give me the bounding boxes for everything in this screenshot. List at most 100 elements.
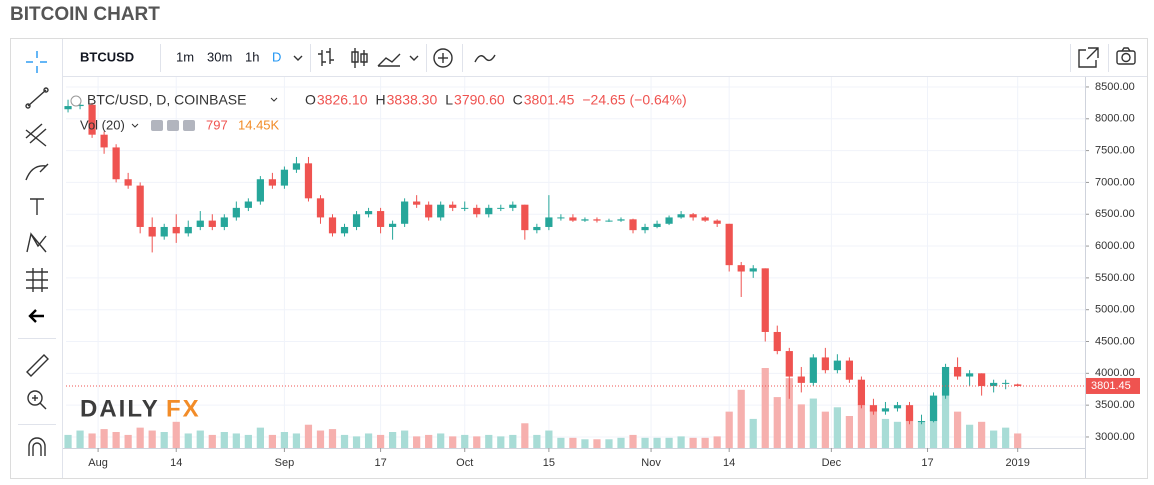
zoom-tool[interactable] bbox=[27, 390, 47, 410]
volume-bar bbox=[136, 427, 144, 448]
volume-remove[interactable] bbox=[183, 120, 195, 131]
volume-bar bbox=[905, 410, 914, 448]
measure-tool[interactable] bbox=[26, 354, 49, 377]
text-tool[interactable] bbox=[30, 198, 44, 215]
volume-bar bbox=[364, 433, 373, 448]
volume-bar bbox=[316, 430, 325, 448]
volume-settings[interactable] bbox=[167, 120, 179, 131]
candle-body bbox=[809, 357, 817, 383]
candle-body bbox=[605, 220, 613, 222]
compare-button[interactable] bbox=[433, 48, 453, 68]
magnet-tool[interactable] bbox=[28, 437, 46, 456]
volume-bar bbox=[1014, 433, 1022, 448]
candle-body bbox=[352, 214, 361, 227]
candle-body bbox=[1002, 382, 1010, 384]
quote-label: O bbox=[305, 92, 316, 108]
back-tool[interactable] bbox=[28, 309, 44, 323]
legend-menu[interactable] bbox=[270, 97, 278, 102]
quote-value: 3826.10 bbox=[317, 92, 368, 108]
candles-style[interactable] bbox=[351, 48, 368, 68]
volume-bar bbox=[785, 378, 793, 448]
brush-tool[interactable] bbox=[25, 163, 49, 181]
volume-bar bbox=[689, 437, 697, 448]
candle-body bbox=[617, 219, 625, 221]
crosshair-tool[interactable] bbox=[26, 51, 47, 73]
candle-body bbox=[112, 147, 120, 180]
style-menu[interactable] bbox=[409, 55, 419, 61]
candle-body bbox=[1014, 384, 1022, 386]
y-tick-label: 3000.00 bbox=[1095, 431, 1135, 443]
volume-menu[interactable] bbox=[131, 123, 139, 128]
candle-body bbox=[941, 366, 950, 396]
volume-bar bbox=[593, 439, 601, 448]
volume-bar bbox=[112, 432, 120, 448]
volume-bar bbox=[473, 436, 481, 448]
y-tick-label: 6000.00 bbox=[1095, 240, 1135, 252]
volume-visibility[interactable] bbox=[151, 120, 163, 131]
volume-bar bbox=[737, 389, 745, 448]
volume-bar bbox=[713, 436, 721, 448]
volume-bar bbox=[617, 437, 625, 448]
volume-bar bbox=[244, 434, 252, 448]
candle-body bbox=[833, 360, 841, 371]
candle-body bbox=[857, 379, 866, 406]
volume-name: Vol (20) bbox=[80, 117, 125, 132]
candle-body bbox=[497, 207, 505, 209]
volume-bar bbox=[917, 421, 926, 448]
interval-button[interactable]: 30m bbox=[207, 49, 232, 64]
volume-bar bbox=[569, 437, 577, 448]
prediction-tool[interactable] bbox=[26, 268, 48, 292]
bars-style[interactable] bbox=[318, 48, 334, 66]
candle-body bbox=[184, 226, 192, 234]
volume-bar bbox=[953, 411, 962, 448]
fullscreen-button[interactable] bbox=[1078, 47, 1099, 68]
volume-bar bbox=[220, 432, 228, 448]
candle-body bbox=[629, 219, 637, 231]
candle-body bbox=[425, 204, 433, 218]
volume-bar bbox=[449, 436, 457, 448]
area-style[interactable] bbox=[377, 53, 401, 67]
candle-body bbox=[256, 179, 264, 202]
candle-body bbox=[449, 204, 457, 208]
candle-body bbox=[509, 204, 517, 208]
watermark-text: FX bbox=[166, 395, 201, 422]
interval-button[interactable]: D bbox=[272, 49, 281, 64]
volume-bar bbox=[965, 424, 974, 448]
volume-bar bbox=[172, 421, 180, 448]
volume-bar bbox=[256, 427, 264, 448]
y-tick-label: 7000.00 bbox=[1095, 176, 1135, 188]
volume-bar bbox=[545, 430, 553, 448]
volume-bar bbox=[352, 436, 361, 448]
interval-button[interactable]: 1h bbox=[245, 49, 259, 64]
volume-bar bbox=[821, 411, 829, 448]
pattern-tool[interactable] bbox=[26, 232, 47, 253]
x-tick-label: 17 bbox=[374, 457, 386, 469]
quote-value: 3801.45 bbox=[524, 92, 575, 108]
candle-body bbox=[485, 207, 493, 215]
indicators-button[interactable] bbox=[474, 54, 496, 63]
fib-tool[interactable] bbox=[25, 123, 47, 147]
symbol-button[interactable]: BTCUSD bbox=[80, 49, 134, 64]
snapshot-button[interactable] bbox=[1116, 47, 1136, 65]
interval-button[interactable]: 1m bbox=[176, 49, 194, 64]
candle-body bbox=[917, 421, 926, 423]
watermark: DAILY FX bbox=[80, 395, 201, 422]
candle-body bbox=[413, 201, 421, 205]
volume-bar bbox=[533, 434, 541, 448]
candle-body bbox=[990, 382, 998, 387]
candle-body bbox=[461, 207, 469, 209]
volume-bar bbox=[64, 434, 72, 448]
volume-bar bbox=[869, 410, 878, 448]
volume-bar bbox=[388, 432, 397, 448]
trendline-tool[interactable] bbox=[25, 87, 49, 109]
candle-body bbox=[965, 373, 974, 377]
interval-menu[interactable] bbox=[293, 55, 303, 61]
volume-bar bbox=[100, 429, 108, 448]
candle-body bbox=[978, 373, 986, 387]
volume-bar bbox=[845, 416, 853, 448]
volume-bar bbox=[328, 429, 337, 448]
candle-body bbox=[292, 163, 301, 170]
volume-bar bbox=[148, 430, 156, 448]
x-tick-label: 14 bbox=[723, 457, 735, 469]
